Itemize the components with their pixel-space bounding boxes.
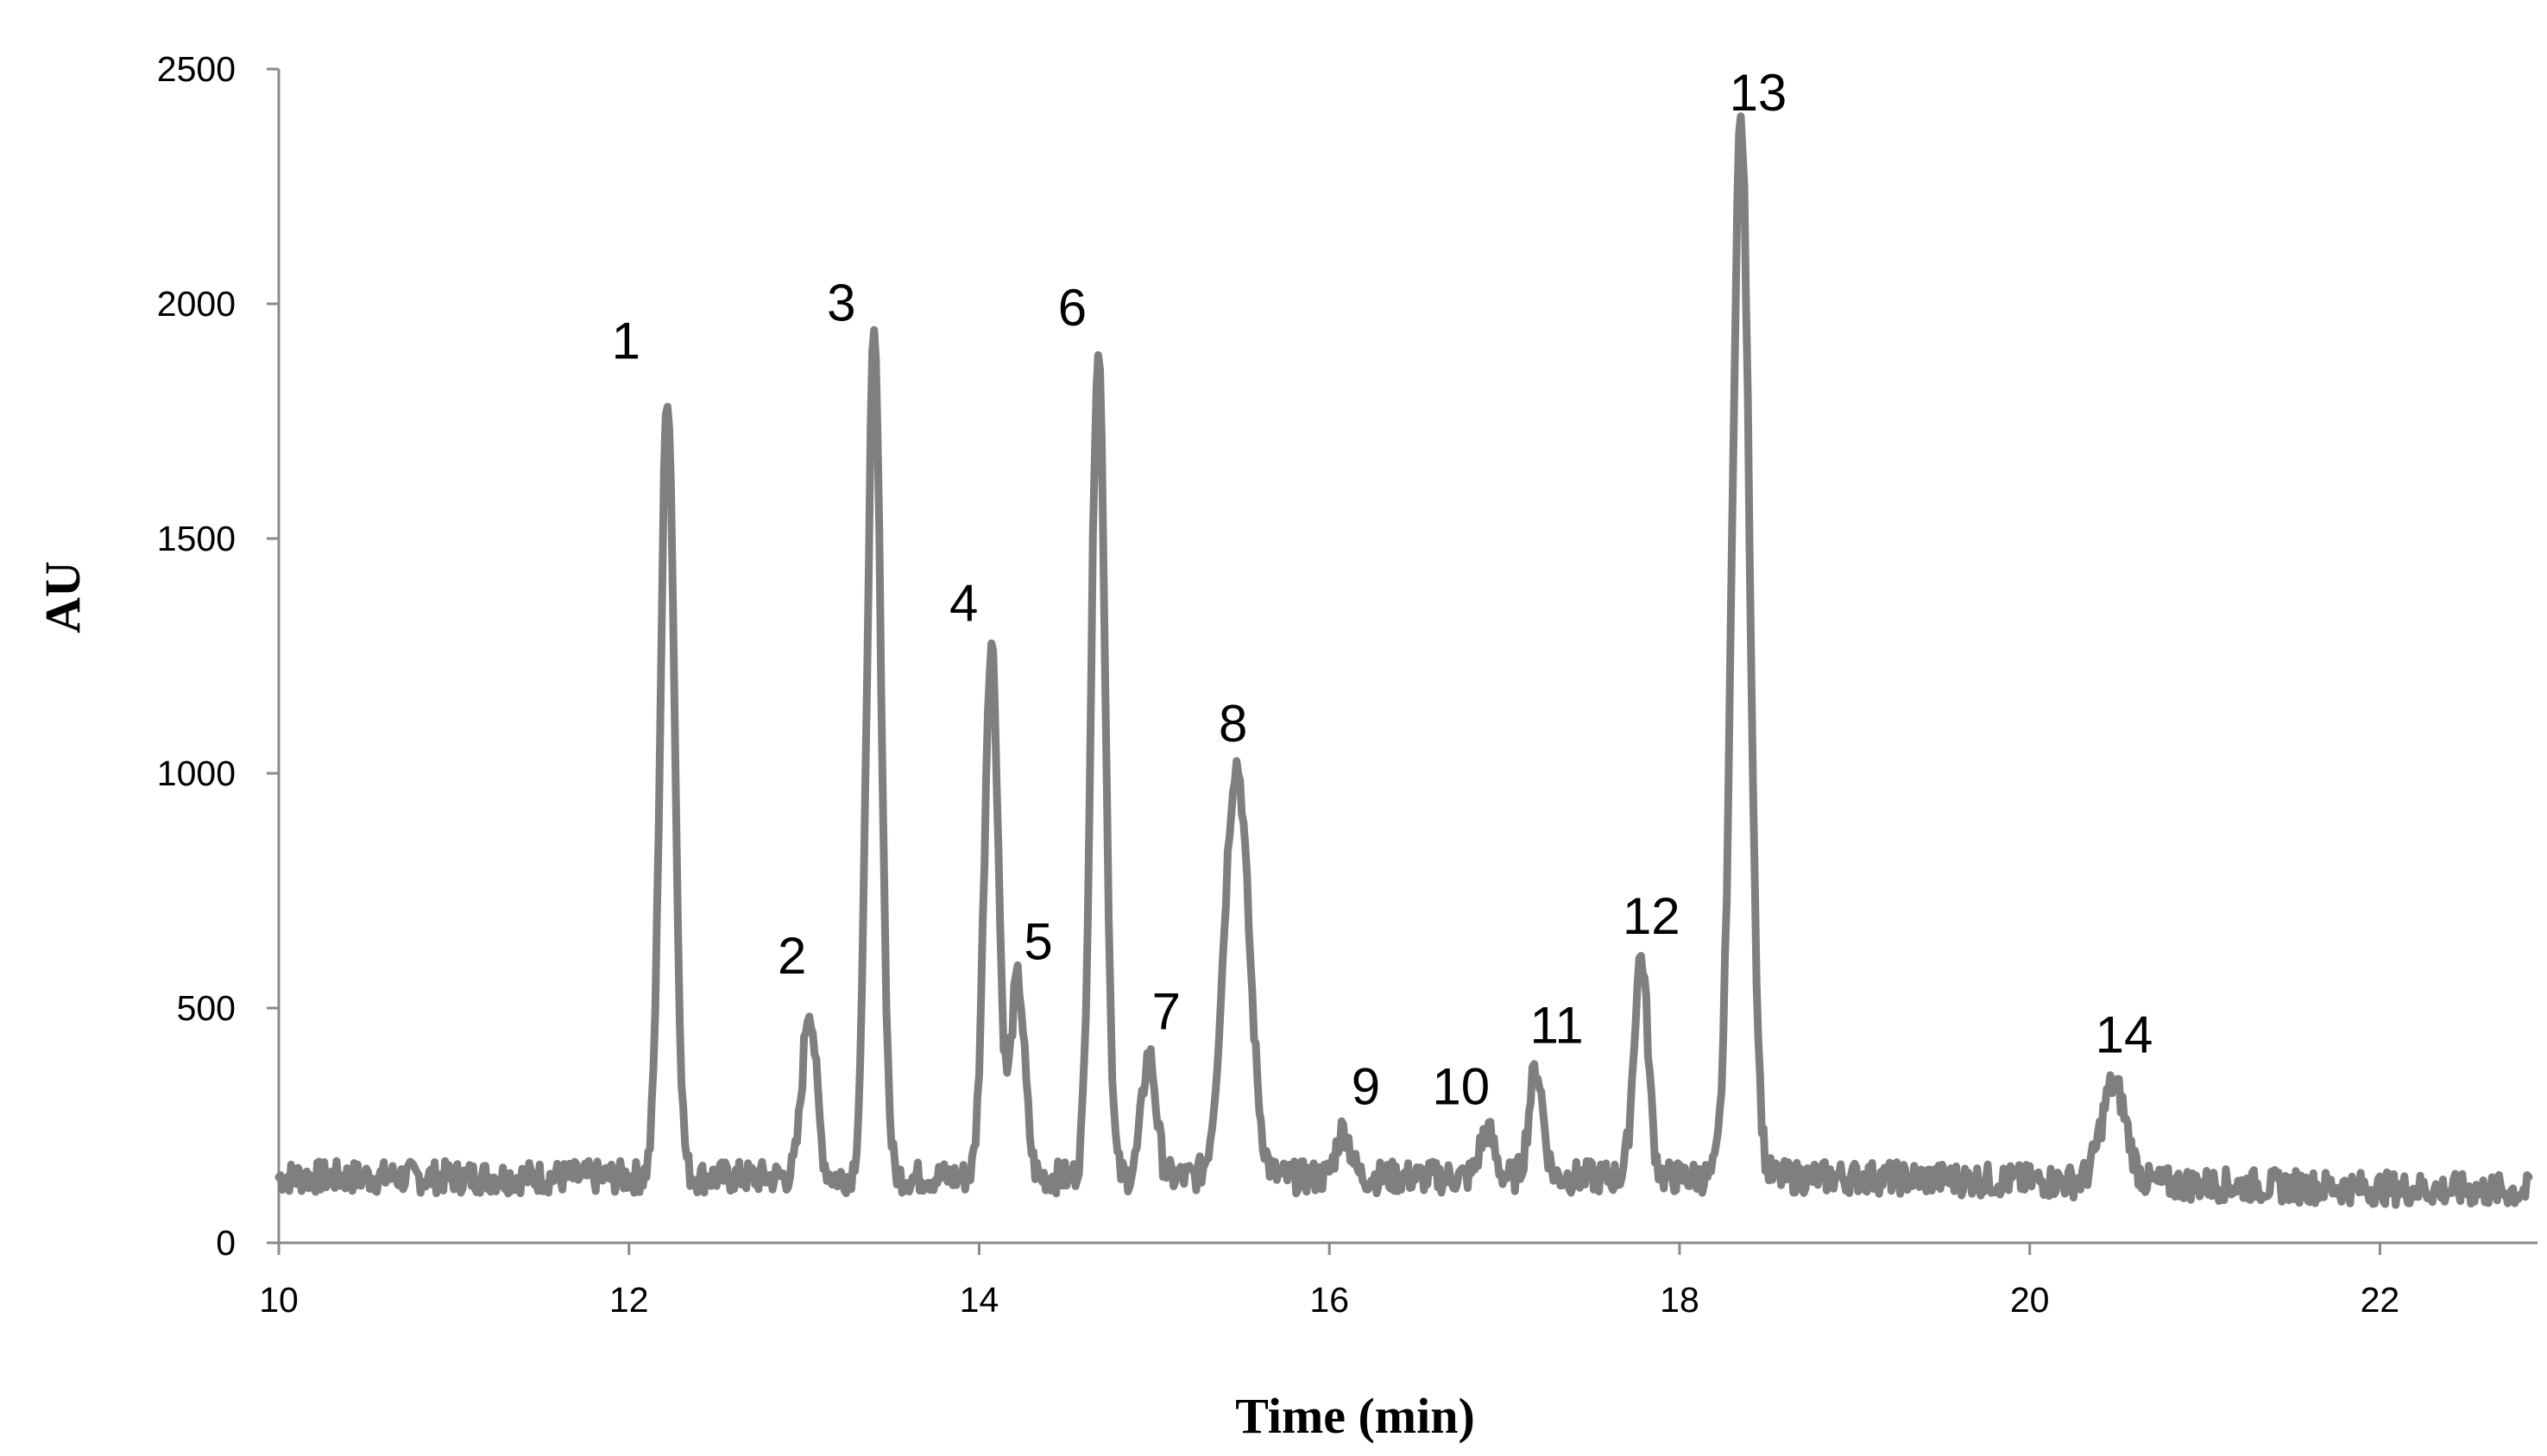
peak-label-7: 7 (1152, 982, 1181, 1040)
y-tick-label: 2000 (157, 284, 236, 324)
peak-label-14: 14 (2096, 1006, 2153, 1064)
peak-label-1: 1 (612, 312, 640, 369)
x-tick-label: 22 (2361, 1280, 2400, 1320)
x-tick-label: 16 (1309, 1280, 1349, 1320)
y-axis-title: AU (35, 561, 91, 633)
peak-label-3: 3 (827, 274, 855, 332)
chromatogram-trace (274, 112, 2533, 1209)
x-tick-label: 18 (1660, 1280, 1699, 1320)
peak-label-12: 12 (1623, 887, 1680, 945)
y-tick-label: 1000 (157, 753, 236, 793)
peak-label-6: 6 (1058, 279, 1087, 337)
peak-label-4: 4 (949, 575, 978, 633)
peak-label-10: 10 (1432, 1057, 1490, 1115)
y-tick-label: 0 (216, 1223, 236, 1263)
peak-label-8: 8 (1219, 695, 1247, 753)
x-tick-label: 10 (259, 1280, 299, 1320)
peak-label-9: 9 (1352, 1057, 1380, 1115)
peak-label-5: 5 (1024, 912, 1052, 970)
x-tick-label: 20 (2010, 1280, 2050, 1320)
y-tick-label: 2500 (157, 49, 236, 89)
x-axis-title: Time (min) (1235, 1388, 1475, 1444)
peak-label-11: 11 (1529, 997, 1583, 1055)
y-tick-label: 1500 (157, 519, 236, 558)
peak-label-2: 2 (778, 927, 806, 985)
y-tick-label: 500 (177, 988, 236, 1028)
peak-label-13: 13 (1730, 64, 1787, 122)
x-tick-label: 12 (609, 1280, 649, 1320)
x-tick-label: 14 (960, 1280, 999, 1320)
